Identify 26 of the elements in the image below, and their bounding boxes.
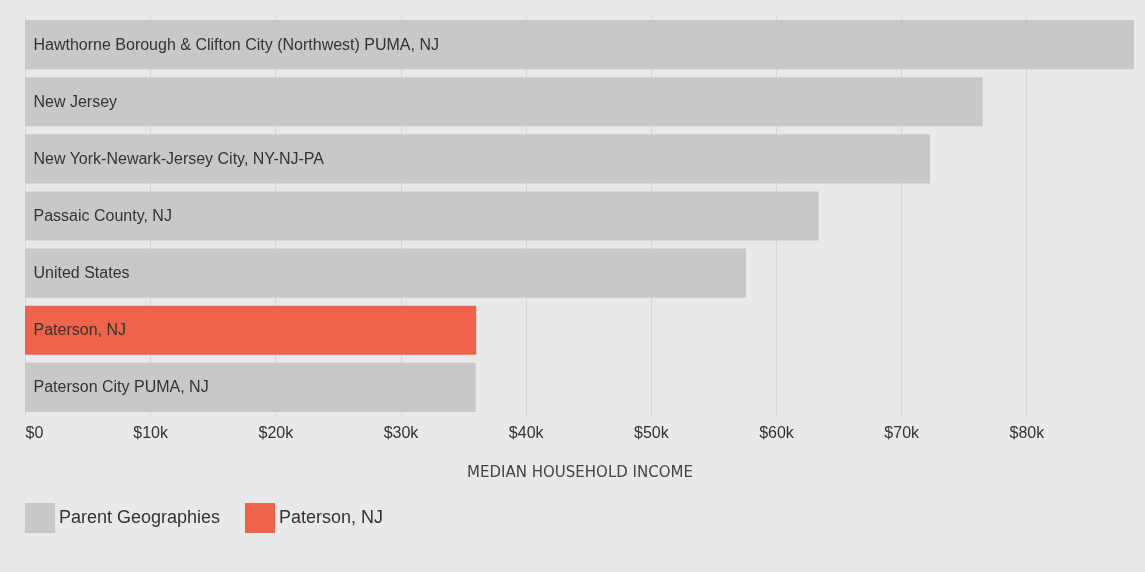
x-tick-label: $80k (1009, 423, 1046, 441)
x-tick-label: $30k (383, 423, 420, 441)
y-tick-label: Passaic County, NJ (33, 207, 172, 224)
x-tick-label: $40k (508, 423, 545, 441)
y-tick-label: New York-Newark-Jersey City, NY-NJ-PA (33, 149, 325, 167)
bar (25, 20, 1134, 70)
x-tick-label: $50k (633, 423, 670, 441)
x-axis-title: MEDIAN HOUSEHOLD INCOME (467, 462, 693, 481)
bar (25, 248, 746, 298)
bar (25, 134, 930, 184)
y-tick-label: New Jersey (33, 92, 118, 110)
y-tick-label: Hawthorne Borough & Clifton City (Northwest) PUMA, NJ (33, 35, 439, 53)
x-tick-label: $20k (258, 423, 295, 441)
y-tick-label: United States (33, 264, 130, 282)
x-tick-label: $60k (759, 423, 795, 441)
bar (25, 305, 477, 355)
x-tick-label: $70k (884, 423, 921, 441)
legend-label: Paterson, NJ (279, 507, 384, 527)
x-tick-label: $0 (25, 423, 44, 441)
x-tick-label: $10k (133, 423, 170, 441)
bar (25, 362, 476, 412)
y-tick-label: Paterson City PUMA, NJ (33, 378, 209, 396)
bar (25, 77, 983, 127)
bar (25, 191, 819, 241)
y-tick-label: Paterson, NJ (33, 321, 126, 339)
legend-label: Parent Geographies (59, 507, 221, 527)
